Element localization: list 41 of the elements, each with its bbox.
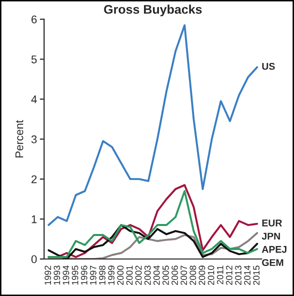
x-tick-label: 2011	[216, 266, 224, 284]
x-tick-label: 1996	[80, 266, 88, 285]
x-tick-label: 1994	[62, 266, 70, 285]
x-tick-label: 2013	[235, 266, 242, 285]
x-tick-label: 1993	[54, 266, 60, 285]
x-tick-label: 2000	[117, 266, 124, 285]
x-tick-label: 2005	[162, 266, 169, 285]
y-tick-label: 6	[32, 16, 37, 24]
y-tick-label: 1	[32, 215, 37, 224]
x-tick-label: 2007	[180, 266, 188, 285]
y-tick-label: 2	[32, 175, 37, 184]
x-tick-label: 2001	[126, 266, 133, 285]
y-axis-title: Percent	[15, 120, 24, 158]
x-tick-label: 2012	[226, 266, 232, 285]
x-tick-label: 2009	[198, 266, 206, 285]
series-label: EUR	[262, 220, 282, 226]
x-tick-label: 2010	[208, 266, 214, 285]
series-label: GEM	[262, 259, 284, 266]
x-tick-label: 1995	[72, 266, 78, 285]
x-tick-label: 2015	[253, 266, 260, 285]
x-tick-label: 2003	[144, 266, 151, 285]
line-series	[48, 24, 258, 226]
x-tick-label: 2008	[190, 266, 196, 285]
y-tick-label: 0	[31, 255, 37, 264]
line-series	[48, 224, 258, 259]
y-tick-label: 4	[31, 96, 37, 104]
line-series	[48, 232, 258, 259]
x-tick-label: 1999	[108, 266, 115, 285]
y-tick-label: 5	[31, 56, 37, 64]
series-label: JPN	[262, 232, 280, 240]
x-tick-label: 1997	[90, 266, 96, 285]
x-tick-label: 2002	[135, 266, 142, 285]
chart-title: Gross Buybacks	[104, 4, 202, 16]
x-tick-label: 1992	[44, 266, 52, 285]
x-tick-label: 2014	[244, 266, 250, 285]
x-tick-label: 1998	[99, 266, 106, 285]
x-tick-label: 2006	[172, 266, 178, 285]
series-label: US	[262, 62, 275, 70]
x-tick-label: 2004	[153, 266, 160, 285]
y-tick-label: 3	[31, 135, 37, 144]
series-label: APEJ	[262, 246, 286, 253]
